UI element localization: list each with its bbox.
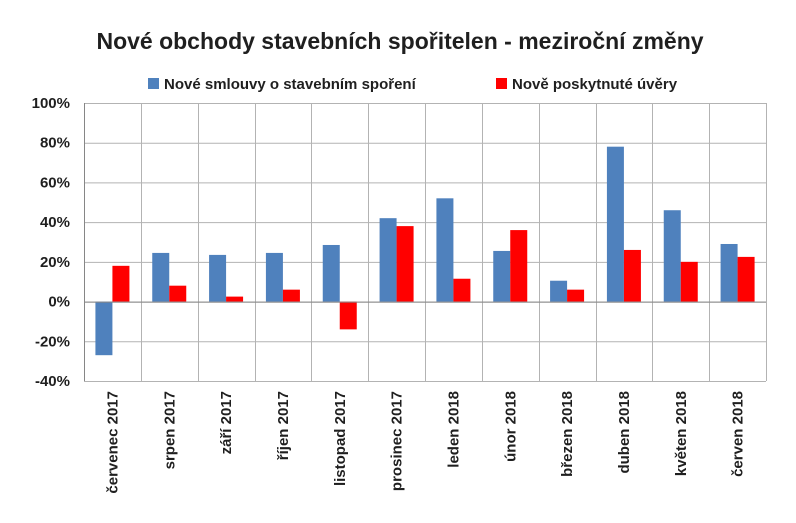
bar-uvery-srpen-2017 <box>169 285 187 302</box>
axes <box>84 103 766 381</box>
bar-smlouvy-leden-2018 <box>436 198 454 302</box>
bars <box>95 146 755 356</box>
legend-label-smlouvy: Nové smlouvy o stavebním spoření <box>164 76 417 93</box>
y-tick-label: 40% <box>40 214 70 231</box>
x-tick-label-srpen-2017: srpen 2017 <box>161 391 178 469</box>
bar-uvery-listopad-2017 <box>339 301 357 330</box>
bar-smlouvy-kveten-2018 <box>663 210 681 302</box>
bar-smlouvy-srpen-2017 <box>152 252 170 302</box>
chart-title: Nové obchody stavebních spořitelen - mez… <box>96 28 703 54</box>
bar-smlouvy-brezen-2018 <box>550 280 568 302</box>
x-tick-label-listopad-2017: listopad 2017 <box>332 391 349 486</box>
bar-uvery-cervenec-2017 <box>112 265 130 302</box>
bar-uvery-kveten-2018 <box>680 261 698 302</box>
y-tick-label: -20% <box>35 333 70 350</box>
x-tick-label-zari-2017: září 2017 <box>218 391 235 454</box>
x-tick-label-kveten-2018: květen 2018 <box>673 391 690 476</box>
bar-smlouvy-cervenec-2017 <box>95 301 113 356</box>
bar-smlouvy-duben-2018 <box>606 146 624 302</box>
legend-swatch-uvery <box>496 78 507 89</box>
y-tick-label: 60% <box>40 174 70 191</box>
bar-smlouvy-prosinec-2017 <box>379 218 397 302</box>
bar-uvery-prosinec-2017 <box>396 226 414 302</box>
bar-smlouvy-unor-2018 <box>493 250 511 302</box>
bar-uvery-rijen-2017 <box>282 289 300 302</box>
y-tick-label: 0% <box>48 294 70 311</box>
x-axis-ticks: červenec 2017 srpen 2017 září 2017 říjen 20… <box>104 391 746 494</box>
bar-uvery-zari-2017 <box>226 296 244 302</box>
x-tick-label-prosinec-2017: prosinec 2017 <box>389 391 406 491</box>
x-tick-label-cervenec-2017: červenec 2017 <box>104 391 121 494</box>
bar-smlouvy-zari-2017 <box>209 254 227 302</box>
y-axis-ticks: 100% 80% 60% 40% 20% 0% -20% -40% <box>32 95 70 390</box>
bar-uvery-unor-2018 <box>510 230 528 302</box>
bar-smlouvy-rijen-2017 <box>265 252 283 302</box>
y-tick-label: 80% <box>40 135 70 152</box>
bar-uvery-cerven-2018 <box>737 256 755 302</box>
x-tick-label-duben-2018: duben 2018 <box>616 391 633 474</box>
x-tick-label-cerven-2018: červen 2018 <box>730 391 747 477</box>
legend-swatch-smlouvy <box>148 78 159 89</box>
x-tick-label-leden-2018: leden 2018 <box>445 391 462 468</box>
x-tick-label-unor-2018: únor 2018 <box>502 391 519 462</box>
legend: Nové smlouvy o stavebním spoření Nově po… <box>148 76 678 93</box>
bar-smlouvy-listopad-2017 <box>322 244 340 302</box>
y-tick-label: 100% <box>32 95 70 112</box>
y-tick-label: 20% <box>40 254 70 271</box>
x-tick-label-rijen-2017: říjen 2017 <box>275 391 292 460</box>
legend-label-uvery: Nově poskytnuté úvěry <box>512 76 678 93</box>
y-tick-label: -40% <box>35 373 70 390</box>
bar-uvery-leden-2018 <box>453 278 471 302</box>
bar-smlouvy-cerven-2018 <box>720 243 738 302</box>
bar-uvery-brezen-2018 <box>567 289 585 302</box>
bar-uvery-duben-2018 <box>623 249 641 302</box>
x-tick-label-brezen-2018: březen 2018 <box>559 391 576 477</box>
